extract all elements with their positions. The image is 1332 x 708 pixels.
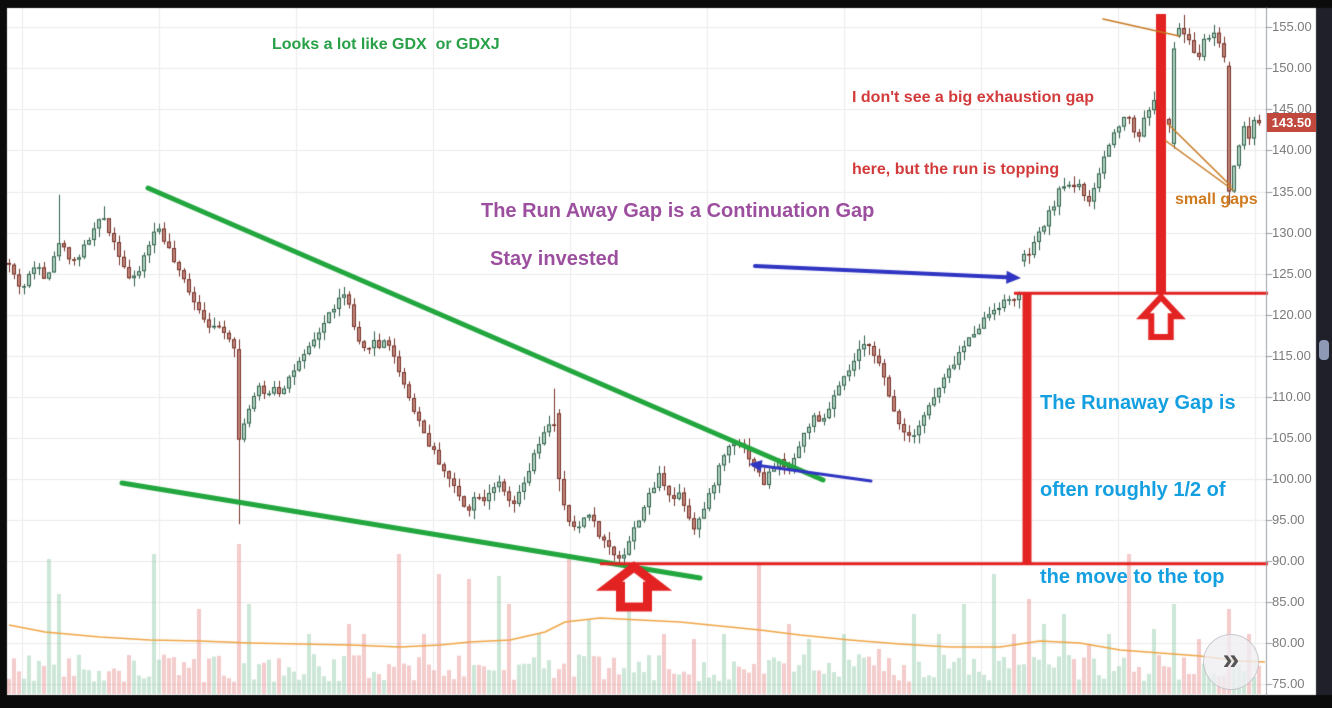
note-exhaustion-gap: I don't see a big exhaustion gap here, b… [852,38,1094,230]
y-axis-tick-label: 125.00 [1272,265,1312,281]
note-runaway-half-line3: the move to the top [1040,566,1225,588]
scroll-right-button[interactable]: » [1203,634,1259,690]
y-axis-tick-label: 110.00 [1272,388,1311,404]
note-runaway-half: The Runaway Gap is often roughly 1/2 of … [1040,331,1236,650]
note-runaway-half-line1: The Runaway Gap is [1040,392,1236,414]
y-axis-tick-label: 150.00 [1272,60,1312,76]
y-axis-tick-label: 95.00 [1272,512,1305,528]
y-axis-tick-label: 135.00 [1272,183,1312,199]
y-axis-tick-label: 115.00 [1272,347,1311,363]
y-axis-tick-label: 75.00 [1272,676,1305,692]
note-exhaustion-line1: I don't see a big exhaustion gap [852,89,1095,106]
note-continuation-gap: The Run Away Gap is a Continuation Gap [481,200,875,222]
note-stay-invested: Stay invested [490,248,619,270]
last-price-badge: 143.50 [1267,113,1316,132]
y-axis-tick-label: 120.00 [1272,306,1312,322]
y-axis-tick-label: 85.00 [1272,594,1305,610]
note-exhaustion-line2: here, but the run is topping [852,161,1060,178]
note-runaway-half-line2: often roughly 1/2 of [1040,479,1226,501]
note-looks-like-gdx: Looks a lot like GDX or GDXJ [272,36,500,53]
y-axis-tick-label: 80.00 [1272,635,1305,651]
y-axis-tick-label: 140.00 [1272,142,1312,158]
y-axis-tick-label: 130.00 [1272,224,1312,240]
y-axis-tick-label: 100.00 [1272,471,1312,487]
y-axis-tick-label: 155.00 [1272,19,1312,35]
y-axis-tick-label: 145.00 [1272,101,1312,117]
y-axis-tick-label: 90.00 [1272,553,1305,569]
y-axis-tick-label: 105.00 [1272,429,1312,445]
right-scrollbar-thumb[interactable] [1319,340,1329,360]
note-small-gaps: small gaps [1175,191,1258,208]
